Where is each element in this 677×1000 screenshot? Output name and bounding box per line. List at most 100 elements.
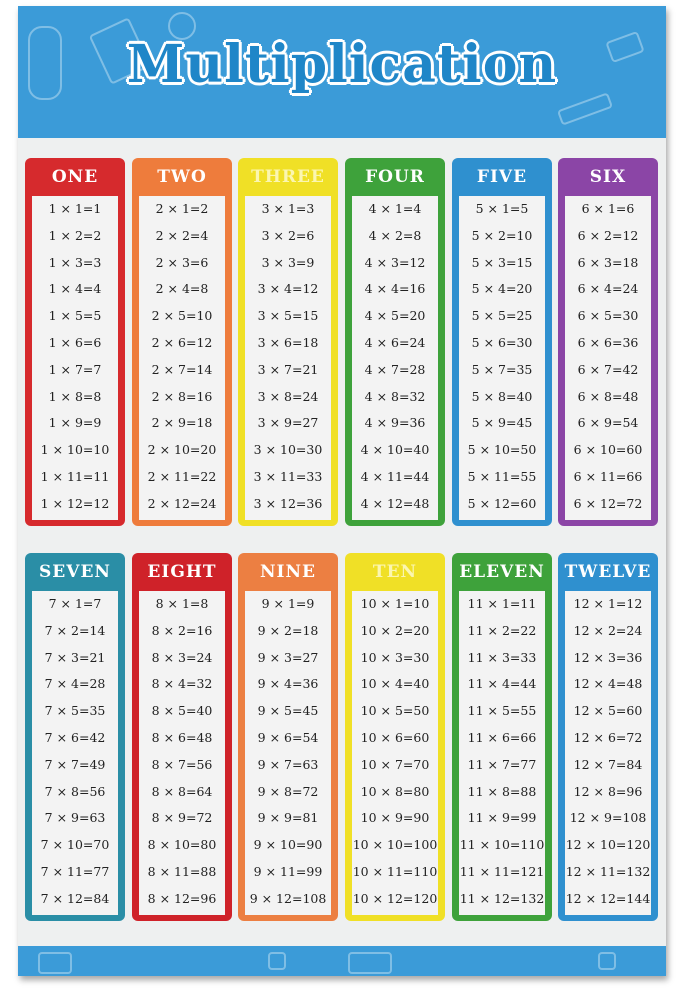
equation-row: 4 × 7=28 [364,361,426,377]
equation-row: 10 × 5=50 [360,703,430,719]
table-title: EIGHT [147,562,217,582]
equation-row: 1 × 12=12 [40,495,110,511]
equation-row: 3 × 4=12 [257,281,319,297]
equation-row: 2 × 3=6 [155,254,209,270]
equation-row: 1 × 9=9 [48,415,102,431]
backpack-doodle-icon [28,26,62,100]
equation-row: 7 × 8=56 [44,783,106,799]
equation-row: 8 × 1=8 [155,596,209,611]
times-table-nine: NINE 9 × 1=9 9 × 2=18 9 × 3=27 9 × 4=36 9 × 5… [238,553,338,921]
equation-row: 3 × 7=21 [257,361,319,377]
equation-row: 3 × 9=27 [257,415,319,431]
equation-row: 4 × 11=44 [360,468,430,484]
equation-row: 4 × 12=48 [360,495,430,511]
equation-row: 10 × 3=30 [360,649,430,665]
equation-row: 12 × 4=48 [573,676,643,692]
equation-row: 1 × 11=11 [40,468,110,484]
table-title: TWO [157,167,207,187]
table-title: THREE [251,167,325,187]
equation-row: 11 × 8=88 [467,783,537,799]
equation-row: 4 × 5=20 [364,308,426,324]
equation-row: 6 × 12=72 [573,495,643,511]
block-doodle-icon [598,952,616,970]
equation-row: 10 × 4=40 [360,676,430,692]
equation-row: 12 × 7=84 [573,756,643,772]
equation-row: 7 × 6=42 [44,729,106,745]
equation-row: 2 × 9=18 [151,415,213,431]
equation-row: 1 × 1=1 [48,201,102,216]
equation-row: 5 × 4=20 [471,281,533,297]
equation-row: 1 × 10=10 [40,442,110,458]
equation-row: 1 × 4=4 [48,281,102,297]
equation-row: 2 × 6=12 [151,334,213,350]
times-table-one: ONE 1 × 1=1 1 × 2=2 1 × 3=3 1 × 4=4 1 × 5=5 1 … [25,158,125,526]
equation-row: 8 × 5=40 [151,703,213,719]
times-table-eight: EIGHT 8 × 1=8 8 × 2=16 8 × 3=24 8 × 4=32 8 × … [132,553,232,921]
equation-row: 7 × 1=7 [48,596,102,611]
equation-row: 6 × 5=30 [577,308,639,324]
equation-row: 7 × 2=14 [44,622,106,638]
equation-row: 8 × 8=64 [151,783,213,799]
table-body: 8 × 1=8 8 × 2=16 8 × 3=24 8 × 4=32 8 × 5=40 8… [139,591,225,915]
equation-row: 2 × 2=4 [155,227,209,243]
equation-row: 3 × 8=24 [257,388,319,404]
table-title: SEVEN [39,562,111,582]
equation-row: 11 × 12=132 [459,890,545,906]
equation-row: 3 × 2=6 [261,227,315,243]
equation-row: 9 × 3=27 [257,649,319,665]
equation-row: 9 × 11=99 [253,863,323,879]
equation-row: 6 × 4=24 [577,281,639,297]
equation-row: 7 × 10=70 [40,837,110,853]
equation-row: 5 × 11=55 [467,468,537,484]
table-body: 4 × 1=4 4 × 2=8 4 × 3=12 4 × 4=16 4 × 5=20 4 … [352,196,438,520]
table-title: FOUR [365,167,425,187]
times-table-six: SIX 6 × 1=6 6 × 2=12 6 × 3=18 6 × 4=24 6 × 5=… [558,158,658,526]
notebook-doodle-icon [348,952,392,974]
equation-row: 2 × 4=8 [155,281,209,297]
equation-row: 10 × 6=60 [360,729,430,745]
table-body: 10 × 1=10 10 × 2=20 10 × 3=30 10 × 4=40 10 ×… [352,591,438,915]
equation-row: 7 × 11=77 [40,863,110,879]
table-title: TEN [372,562,418,582]
equation-row: 11 × 5=55 [467,703,537,719]
equation-row: 4 × 10=40 [360,442,430,458]
equation-row: 12 × 8=96 [573,783,643,799]
times-table-seven: SEVEN 7 × 1=7 7 × 2=14 7 × 3=21 7 × 4=28 7 × … [25,553,125,921]
equation-row: 1 × 8=8 [48,388,102,404]
equation-row: 5 × 12=60 [467,495,537,511]
equation-row: 9 × 10=90 [253,837,323,853]
times-table-eleven: ELEVEN 11 × 1=11 11 × 2=22 11 × 3=33 11 × 4=… [452,553,552,921]
equation-row: 5 × 10=50 [467,442,537,458]
equation-row: 5 × 8=40 [471,388,533,404]
footer-banner [18,946,666,976]
table-title: ONE [51,167,99,187]
equation-row: 12 × 1=12 [573,596,643,611]
equation-row: 1 × 2=2 [48,227,102,243]
equation-row: 12 × 3=36 [573,649,643,665]
equation-row: 4 × 3=12 [364,254,426,270]
equation-row: 11 × 10=110 [459,837,545,853]
table-body: 9 × 1=9 9 × 2=18 9 × 3=27 9 × 4=36 9 × 5=45 9… [245,591,331,915]
equation-row: 9 × 4=36 [257,676,319,692]
equation-row: 11 × 3=33 [467,649,537,665]
equation-row: 3 × 12=36 [253,495,323,511]
times-table-five: FIVE 5 × 1=5 5 × 2=10 5 × 3=15 5 × 4=20 5 × 5… [452,158,552,526]
equation-row: 11 × 6=66 [467,729,537,745]
equation-row: 1 × 5=5 [48,308,102,324]
table-title: SIX [589,167,627,187]
equation-row: 4 × 9=36 [364,415,426,431]
equation-row: 9 × 9=81 [257,810,319,826]
equation-row: 7 × 9=63 [44,810,106,826]
equation-row: 8 × 12=96 [147,890,217,906]
equation-row: 9 × 2=18 [257,622,319,638]
equation-row: 10 × 10=100 [352,837,438,853]
header-banner: Multiplication [18,6,666,138]
equation-row: 4 × 4=16 [364,281,426,297]
equation-row: 6 × 8=48 [577,388,639,404]
equation-row: 5 × 9=45 [471,415,533,431]
table-body: 12 × 1=12 12 × 2=24 12 × 3=36 12 × 4=48 12 ×… [565,591,651,915]
equation-row: 3 × 5=15 [257,308,319,324]
equation-row: 12 × 10=120 [565,837,651,853]
equation-row: 6 × 6=36 [577,334,639,350]
equation-row: 1 × 6=6 [48,334,102,350]
